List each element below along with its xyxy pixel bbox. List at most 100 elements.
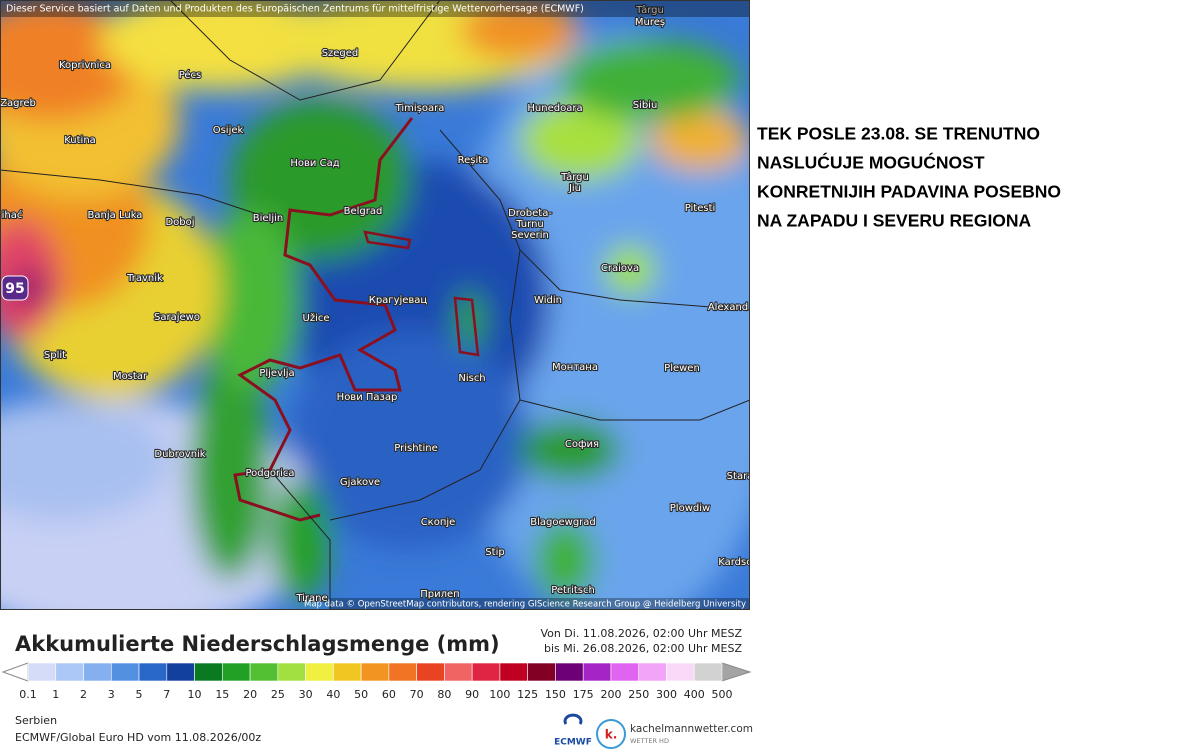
place-label: Widin bbox=[534, 295, 562, 306]
site-icon bbox=[596, 719, 626, 749]
tick-label: 25 bbox=[271, 688, 285, 701]
color-step bbox=[166, 662, 195, 682]
color-step bbox=[83, 662, 112, 682]
place-label: Bieljin bbox=[253, 213, 283, 224]
color-step bbox=[360, 662, 390, 682]
colorbar: 0.1 1 2 3 5 7 10 15 20 25 30 40 50 60 70 80 90 100 125 150 1… bbox=[1, 662, 752, 701]
legend-title: Akkumulierte Niederschlagsmenge (mm) bbox=[15, 632, 500, 656]
precip-field bbox=[0, 0, 750, 610]
place-label: Plowdiw bbox=[670, 503, 710, 514]
place-label: Split bbox=[44, 350, 66, 361]
color-step bbox=[610, 662, 640, 682]
place-label: Sarajewo bbox=[154, 312, 200, 323]
tick-label: 50 bbox=[354, 688, 368, 701]
place-label: Pécs bbox=[179, 69, 202, 81]
place-label: Монтана bbox=[552, 362, 598, 373]
place-label: Tirane bbox=[295, 593, 327, 604]
color-step bbox=[499, 662, 528, 682]
place-label: Timișoara bbox=[395, 103, 445, 114]
place-label: Travnik bbox=[126, 273, 163, 284]
color-step bbox=[194, 662, 223, 682]
place-label: Plewen bbox=[664, 363, 700, 374]
place-label: Doboj bbox=[165, 217, 194, 228]
tick-label: 100 bbox=[489, 688, 510, 701]
site-mark: k. bbox=[605, 728, 618, 742]
place-label: Stip bbox=[485, 547, 504, 558]
place-label: Severin bbox=[511, 230, 549, 241]
place-label: Gjakove bbox=[340, 477, 380, 488]
color-step bbox=[666, 662, 695, 682]
borders bbox=[0, 0, 750, 610]
ecmwf-logo: ECMWF bbox=[554, 738, 592, 748]
color-step bbox=[55, 662, 84, 682]
color-step bbox=[110, 662, 140, 682]
place-label: Pitesti bbox=[685, 203, 716, 214]
tick-label: 500 bbox=[712, 688, 733, 701]
place-label: Kardsc bbox=[718, 557, 752, 568]
place-label: Podgorica bbox=[245, 468, 294, 479]
place-label: Szeged bbox=[322, 48, 359, 59]
place-label: Banja Luka bbox=[88, 210, 143, 221]
notice: Dieser Service basiert auf Daten und Pro… bbox=[6, 4, 584, 15]
color-step bbox=[138, 662, 168, 682]
ecmwf-icon bbox=[563, 713, 583, 725]
tick-label: 90 bbox=[465, 688, 479, 701]
color-step bbox=[527, 662, 556, 682]
place-label: Târgu bbox=[635, 4, 664, 16]
place-label: Hunedoara bbox=[527, 103, 582, 114]
place-label: Nisch bbox=[458, 373, 485, 384]
tick-label: 2 bbox=[80, 688, 87, 701]
color-step bbox=[249, 662, 279, 682]
color-step bbox=[222, 662, 251, 682]
under-triangle bbox=[1, 662, 29, 682]
tick-label: 3 bbox=[108, 688, 115, 701]
color-step bbox=[582, 662, 612, 682]
tick-label: 0.1 bbox=[19, 688, 37, 701]
attribution: Map data © OpenStreetMap contributors, r… bbox=[304, 600, 746, 610]
tick-label: 7 bbox=[163, 688, 170, 701]
color-step bbox=[388, 662, 417, 682]
place-label: Mostar bbox=[113, 371, 148, 382]
notice-bg bbox=[0, 0, 750, 17]
place-label: Скопје bbox=[421, 516, 456, 528]
place-label: Прилеп bbox=[420, 589, 459, 600]
tick-label: 10 bbox=[188, 688, 202, 701]
annotation-line: NASLUĆUJE MOGUĆNOST bbox=[757, 152, 985, 173]
color-step bbox=[277, 662, 306, 682]
tick-label: 250 bbox=[628, 688, 649, 701]
tick-label: 40 bbox=[326, 688, 340, 701]
place-label: ihać bbox=[2, 209, 23, 221]
tick-label: 5 bbox=[136, 688, 143, 701]
place-label: Нови Сад bbox=[290, 158, 339, 169]
annotation-line: KONRETNIJIH PADAVINA POSEBNO bbox=[757, 182, 1061, 202]
place-label: Dubrovnik bbox=[154, 449, 205, 460]
color-step bbox=[693, 662, 723, 682]
tick-label: 30 bbox=[299, 688, 313, 701]
over-triangle bbox=[721, 662, 752, 682]
model-run: ECMWF/Global Euro HD vom 11.08.2026/00z bbox=[15, 731, 261, 744]
color-step bbox=[555, 662, 584, 682]
max-label: 95 bbox=[5, 281, 24, 297]
tick-label: 1 bbox=[52, 688, 59, 701]
place-label: Крагујевац bbox=[369, 294, 428, 306]
tick-label: 60 bbox=[382, 688, 396, 701]
place-label: Drobeta- bbox=[508, 208, 552, 219]
place-label: Osijek bbox=[213, 125, 244, 136]
color-step bbox=[305, 662, 334, 682]
place-label: Stara bbox=[727, 471, 754, 482]
tick-label: 80 bbox=[437, 688, 451, 701]
place-label: Craiova bbox=[601, 263, 639, 274]
color-step bbox=[638, 662, 667, 682]
tick-label: 15 bbox=[215, 688, 229, 701]
color-step bbox=[27, 662, 57, 682]
place-label: Petritsch bbox=[551, 585, 595, 596]
place-label: София bbox=[565, 439, 599, 450]
tick-label: 175 bbox=[573, 688, 594, 701]
color-step bbox=[416, 662, 445, 682]
place-labels: TârguMureșKoprivnicaPécsSzegedZagrebOsij… bbox=[0, 3, 754, 605]
tick-label: 300 bbox=[656, 688, 677, 701]
place-label: Jiu bbox=[568, 183, 581, 194]
tick-label: 70 bbox=[410, 688, 424, 701]
